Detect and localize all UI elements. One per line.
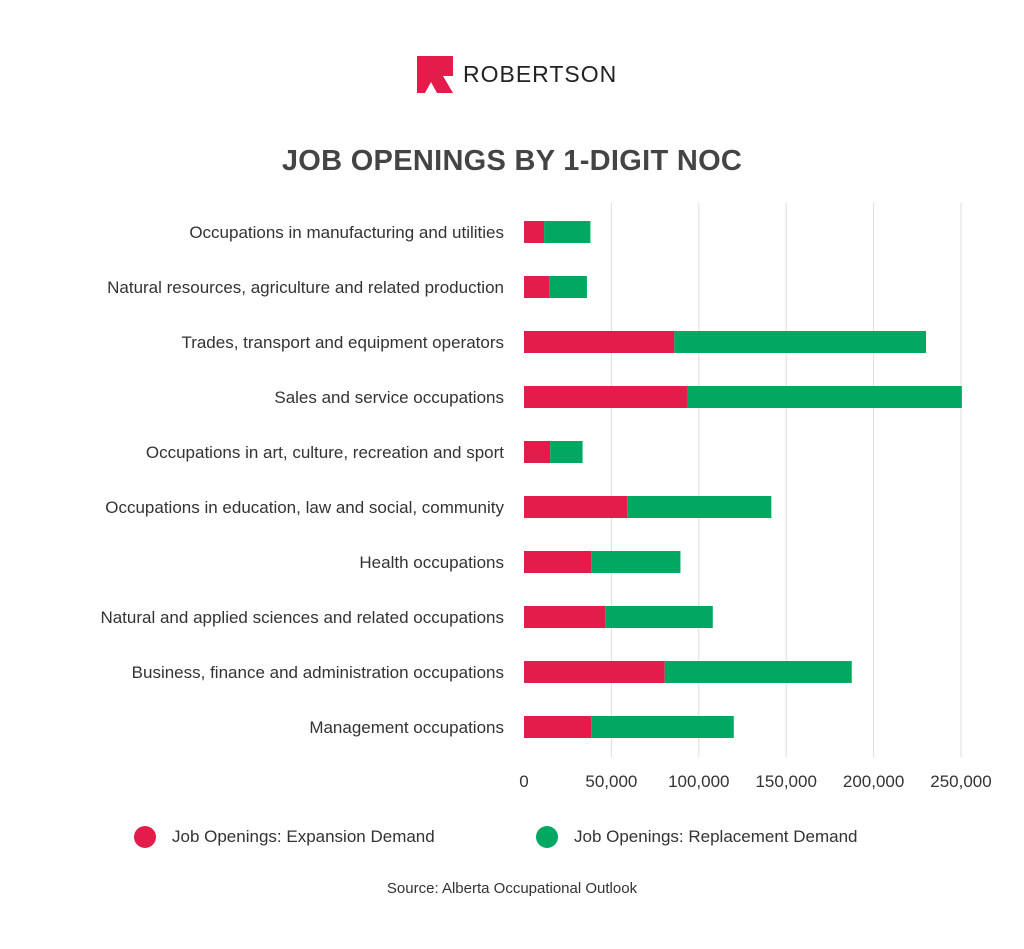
bar-replacement-5 <box>627 496 772 518</box>
legend-swatch-replacement <box>536 826 558 848</box>
legend-swatch-expansion <box>134 826 156 848</box>
category-label-7: Natural and applied sciences and related… <box>100 608 504 627</box>
bar-expansion-0 <box>524 221 545 243</box>
category-label-3: Sales and service occupations <box>274 388 504 407</box>
category-label-5: Occupations in education, law and social… <box>105 498 504 517</box>
bar-expansion-2 <box>524 331 675 353</box>
x-tick-label-1: 50,000 <box>585 772 637 791</box>
category-label-9: Management occupations <box>309 718 504 737</box>
bar-expansion-7 <box>524 606 606 628</box>
bar-replacement-1 <box>549 276 587 298</box>
bar-expansion-3 <box>524 386 688 408</box>
legend-label-expansion: Job Openings: Expansion Demand <box>172 827 435 846</box>
bar-replacement-0 <box>544 221 591 243</box>
robertson-logo: ROBERTSON <box>417 55 617 93</box>
category-label-6: Health occupations <box>359 553 504 572</box>
bar-expansion-4 <box>524 441 551 463</box>
bar-replacement-7 <box>605 606 713 628</box>
bar-replacement-6 <box>591 551 681 573</box>
category-label-8: Business, finance and administration occ… <box>132 663 504 682</box>
x-tick-label-5: 250,000 <box>930 772 991 791</box>
bar-replacement-4 <box>550 441 583 463</box>
category-label-2: Trades, transport and equipment operator… <box>181 333 504 352</box>
bar-expansion-1 <box>524 276 550 298</box>
legend-item-expansion: Job Openings: Expansion Demand <box>134 822 435 852</box>
bar-expansion-5 <box>524 496 628 518</box>
bar-replacement-2 <box>674 331 927 353</box>
robertson-logo-icon <box>417 55 453 93</box>
x-tick-label-0: 0 <box>519 772 528 791</box>
chart-title: JOB OPENINGS BY 1-DIGIT NOC <box>281 145 743 177</box>
bar-replacement-3 <box>687 386 962 408</box>
category-label-4: Occupations in art, culture, recreation … <box>146 443 504 462</box>
source-note: Source: Alberta Occupational Outlook <box>386 880 638 897</box>
category-label-0: Occupations in manufacturing and utiliti… <box>189 223 504 242</box>
x-tick-label-3: 150,000 <box>755 772 816 791</box>
category-label-1: Natural resources, agriculture and relat… <box>107 278 504 297</box>
bar-expansion-9 <box>524 716 592 738</box>
brand-name: ROBERTSON <box>463 60 618 87</box>
bar-expansion-8 <box>524 661 665 683</box>
legend-label-replacement: Job Openings: Replacement Demand <box>574 827 858 846</box>
x-tick-label-2: 100,000 <box>668 772 729 791</box>
x-tick-label-4: 200,000 <box>843 772 904 791</box>
bar-replacement-8 <box>664 661 852 683</box>
legend-item-replacement: Job Openings: Replacement Demand <box>536 822 858 852</box>
bar-expansion-6 <box>524 551 592 573</box>
bar-replacement-9 <box>591 716 734 738</box>
